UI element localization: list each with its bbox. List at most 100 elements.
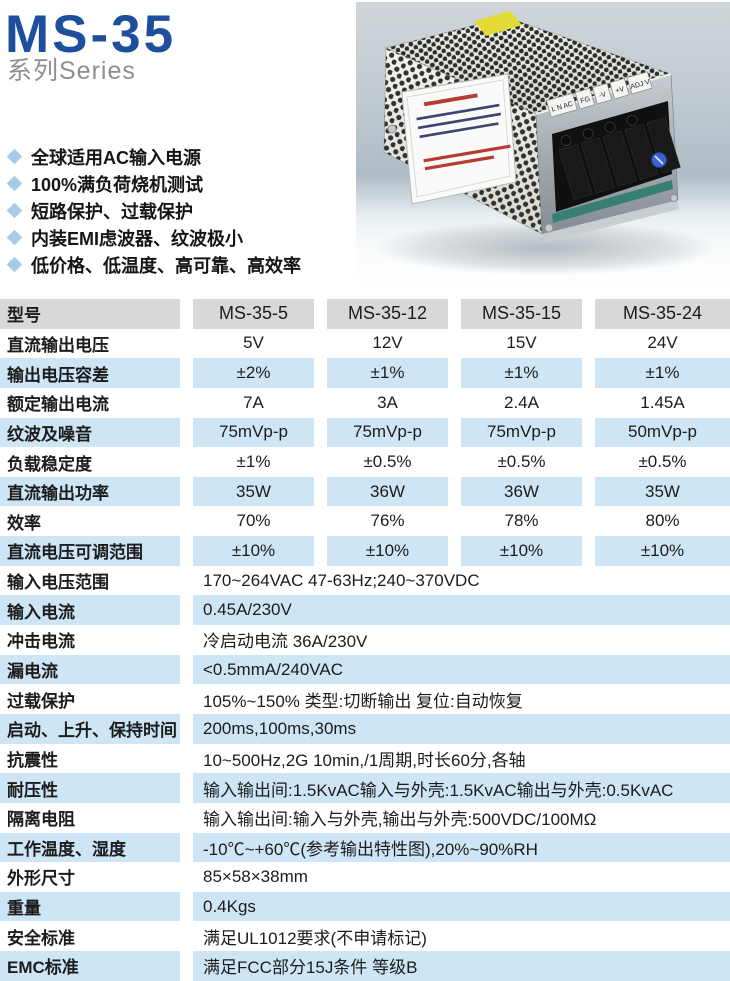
row-label: 外形尺寸 — [0, 862, 180, 892]
cell-value: 36W — [327, 476, 448, 507]
page-subtitle: 系列Series — [7, 57, 136, 85]
feature-text: 短路保护、过载保护 — [31, 201, 193, 222]
row-label: 隔离电阻 — [0, 802, 180, 833]
cell-value: ±10% — [193, 536, 314, 566]
yellow-sticker — [474, 11, 522, 36]
cell-value: 78% — [461, 506, 582, 537]
cell-value: ±1% — [193, 447, 314, 477]
diamond-bullet-icon — [6, 229, 23, 246]
row-label: 直流输出电压 — [0, 328, 180, 359]
row-label: 负载稳定度 — [0, 447, 180, 477]
diamond-bullet-icon — [6, 202, 23, 219]
table-row: 直流输出电压 5V 12V 15V 24V — [0, 328, 730, 359]
table-row: 过载保护 105%~150% 类型:切断输出 复位:自动恢复 — [0, 684, 730, 714]
row-value: 170~264VAC 47-63Hz;240~370VDC — [193, 565, 730, 596]
feature-item: 内装EMI虑波器、纹波极小 — [6, 224, 301, 251]
terminal-label-strip: L N AC FG -V +V ADJ V — [546, 71, 653, 118]
cell-value: 80% — [595, 506, 730, 537]
feature-text: 低价格、低温度、高可靠、高效率 — [31, 255, 301, 276]
table-row: 重量 0.4Kgs — [0, 891, 730, 922]
row-label: 直流电压可调范围 — [0, 536, 180, 566]
table-row: 输入电压范围 170~264VAC 47-63Hz;240~370VDC — [0, 565, 730, 596]
cell-value: ±1% — [595, 358, 730, 388]
table-row: 输出电压容差 ±2% ±1% ±1% ±1% — [0, 358, 730, 388]
screw-icon — [387, 124, 397, 134]
row-value: 满足FCC部分15J条件 等级B — [193, 951, 730, 981]
row-label: 输入电流 — [0, 595, 180, 626]
row-label: 重量 — [0, 891, 180, 922]
row-value: 10~500Hz,2G 10min,/1周期,时长60分,各轴 — [193, 743, 730, 774]
row-label: 安全标准 — [0, 921, 180, 952]
feature-text: 100%满负荷烧机测试 — [31, 174, 204, 195]
table-row: EMC标准 满足FCC部分15J条件 等级B — [0, 951, 730, 981]
table-row: 直流电压可调范围 ±10% ±10% ±10% ±10% — [0, 536, 730, 566]
feature-list: 全球适用AC输入电源 100%满负荷烧机测试 短路保护、过载保护 内装EMI虑波… — [6, 143, 301, 278]
table-row: 直流输出功率 35W 36W 36W 35W — [0, 476, 730, 507]
row-label: 过载保护 — [0, 684, 180, 714]
product-photo: L N AC FG -V +V ADJ V — [356, 2, 730, 290]
cell-value: 2.4A — [461, 387, 582, 418]
screw-icon — [544, 223, 554, 233]
cell-value: 50mVp-p — [595, 417, 730, 448]
screw-icon — [670, 194, 678, 202]
table-row: 启动、上升、保持时间 200ms,100ms,30ms — [0, 713, 730, 744]
cell-value: 5V — [193, 328, 314, 359]
row-value: 105%~150% 类型:切断输出 复位:自动恢复 — [193, 684, 730, 714]
cell-value: 75mVp-p — [193, 417, 314, 448]
table-row: 漏电流 <0.5mmA/240VAC — [0, 654, 730, 685]
row-label: 输出电压容差 — [0, 358, 180, 388]
cell-value: ±10% — [461, 536, 582, 566]
row-value: 0.4Kgs — [193, 891, 730, 922]
cast-shadow — [374, 221, 718, 275]
cell-value: 70% — [193, 506, 314, 537]
table-header-row: 型号 MS-35-5 MS-35-12 MS-35-15 MS-35-24 — [0, 299, 730, 329]
cell-value: 75mVp-p — [327, 417, 448, 448]
cell-value: ±1% — [327, 358, 448, 388]
model-name: MS-35-24 — [595, 299, 730, 329]
table-row: 冲击电流 冷启动电流 36A/230V — [0, 625, 730, 655]
diamond-bullet-icon — [6, 175, 23, 192]
cell-value: 7A — [193, 387, 314, 418]
model-header-label: 型号 — [0, 299, 180, 329]
row-label: 抗震性 — [0, 743, 180, 774]
cell-value: ±0.5% — [595, 447, 730, 477]
cell-value: ±10% — [327, 536, 448, 566]
terminal-label: -V — [598, 91, 607, 100]
cell-value: 3A — [327, 387, 448, 418]
feature-text: 全球适用AC输入电源 — [31, 147, 201, 168]
cell-value: 15V — [461, 328, 582, 359]
row-label: 效率 — [0, 506, 180, 537]
cell-value: 12V — [327, 328, 448, 359]
cell-value: 76% — [327, 506, 448, 537]
table-row: 负载稳定度 ±1% ±0.5% ±0.5% ±0.5% — [0, 447, 730, 477]
power-supply-illustration: L N AC FG -V +V ADJ V — [356, 2, 730, 290]
terminal-label: FG — [580, 96, 591, 105]
row-label: EMC标准 — [0, 951, 180, 981]
cell-value: ±10% — [595, 536, 730, 566]
feature-item: 短路保护、过载保护 — [6, 197, 301, 224]
spec-table: 型号 MS-35-5 MS-35-12 MS-35-15 MS-35-24 直流输出电压 5… — [0, 299, 730, 981]
row-value: 满足UL1012要求(不申请标记) — [193, 921, 730, 952]
row-value: 200ms,100ms,30ms — [193, 713, 730, 744]
model-name: MS-35-15 — [461, 299, 582, 329]
table-row: 额定输出电流 7A 3A 2.4A 1.45A — [0, 387, 730, 418]
case-left-face — [383, 47, 543, 235]
row-value: 输入输出间:输入与外壳,输出与外壳:500VDC/100MΩ — [193, 802, 730, 833]
table-row: 工作温度、湿度 -10℃~+60℃(参考输出特性图),20%~90%RH — [0, 832, 730, 863]
row-label: 冲击电流 — [0, 625, 180, 655]
table-row: 隔离电阻 输入输出间:输入与外壳,输出与外壳:500VDC/100MΩ — [0, 802, 730, 833]
row-value: 冷启动电流 36A/230V — [193, 625, 730, 655]
row-label: 直流输出功率 — [0, 476, 180, 507]
table-row: 安全标准 满足UL1012要求(不申请标记) — [0, 921, 730, 952]
model-name: MS-35-5 — [193, 299, 314, 329]
cell-value: 36W — [461, 476, 582, 507]
table-row: 输入电流 0.45A/230V — [0, 595, 730, 626]
terminal-label: +V — [615, 86, 626, 95]
feature-item: 低价格、低温度、高可靠、高效率 — [6, 251, 301, 278]
table-row: 外形尺寸 85×58×38mm — [0, 862, 730, 892]
page-title: MS-35 — [5, 5, 177, 64]
feature-item: 全球适用AC输入电源 — [6, 143, 301, 170]
diamond-bullet-icon — [6, 148, 23, 165]
cell-value: 24V — [595, 328, 730, 359]
